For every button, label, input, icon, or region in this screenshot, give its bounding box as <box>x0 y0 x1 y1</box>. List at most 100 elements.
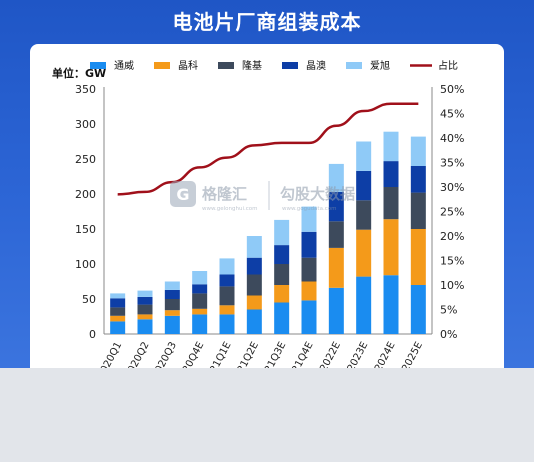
bar-segment-4 <box>274 219 290 246</box>
y-right-tick-label: 45% <box>440 108 464 121</box>
bar-segment-0 <box>110 321 126 334</box>
bar-segment-1 <box>328 247 344 288</box>
bar-segment-3 <box>164 289 180 299</box>
y-right-tick-label: 40% <box>440 132 464 145</box>
y-left-tick-label: 250 <box>75 153 96 166</box>
y-right-tick-label: 0% <box>440 328 457 341</box>
watermark-brand1: 格隆汇 <box>202 185 247 203</box>
y-right-tick-label: 35% <box>440 157 464 170</box>
bar-segment-3 <box>328 191 344 222</box>
bar-segment-2 <box>301 257 317 282</box>
bar-segment-2 <box>137 304 153 315</box>
bar-segment-1 <box>274 285 290 303</box>
bar-segment-0 <box>274 302 290 334</box>
bar-segment-2 <box>110 307 126 316</box>
bar-segment-0 <box>328 287 344 334</box>
y-left-tick-label: 200 <box>75 188 96 201</box>
bar-segment-0 <box>137 319 153 334</box>
legend-label-1: 晶科 <box>178 59 198 72</box>
bar-segment-1 <box>192 308 208 315</box>
legend-swatch-4 <box>346 62 362 69</box>
y-right-tick-label: 10% <box>440 279 464 292</box>
bar-segment-1 <box>246 295 262 310</box>
bar-segment-4 <box>219 258 235 275</box>
y-left-tick-label: 50 <box>82 293 96 306</box>
bar-segment-2 <box>246 274 262 296</box>
bar-segment-3 <box>110 298 126 308</box>
y-left-tick-label: 350 <box>75 83 96 96</box>
bar-segment-3 <box>246 257 262 275</box>
bar-segment-3 <box>192 284 208 294</box>
y-right-tick-label: 20% <box>440 230 464 243</box>
bar-segment-2 <box>219 286 235 306</box>
bar-segment-3 <box>410 166 426 193</box>
bar-segment-0 <box>383 275 399 334</box>
bar-segment-4 <box>192 271 208 285</box>
bar-segment-1 <box>356 229 372 277</box>
legend-label-3: 晶澳 <box>306 59 326 72</box>
blank-footer-area <box>0 368 534 462</box>
unit-label: 单位：GW <box>52 66 106 80</box>
bar-segment-3 <box>383 161 399 187</box>
bar-segment-2 <box>164 299 180 311</box>
bar-segment-3 <box>274 245 290 264</box>
bar-segment-0 <box>219 314 235 334</box>
bar-segment-2 <box>274 264 290 285</box>
y-right-tick-label: 25% <box>440 206 464 219</box>
y-left-tick-label: 100 <box>75 258 96 271</box>
page-title: 电池片厂商组装成本 <box>172 10 362 34</box>
bar-segment-4 <box>164 281 180 290</box>
bar-segment-0 <box>301 300 317 334</box>
legend-swatch-3 <box>282 62 298 69</box>
bar-segment-3 <box>137 296 153 305</box>
bar-segment-2 <box>192 293 208 309</box>
bar-segment-1 <box>301 281 317 301</box>
legend-swatch-2 <box>218 62 234 69</box>
bar-segment-1 <box>410 229 426 285</box>
bar-segment-2 <box>356 200 372 230</box>
y-left-tick-label: 0 <box>89 328 96 341</box>
y-right-tick-label: 15% <box>440 255 464 268</box>
bar-segment-0 <box>164 315 180 334</box>
watermark: G 格隆汇 www.gelonghui.com 勾股大数据 www.gogudata.c… <box>170 181 355 212</box>
bar-segment-0 <box>246 309 262 334</box>
legend-swatch-1 <box>154 62 170 69</box>
bar-segment-0 <box>192 314 208 334</box>
bar-segment-4 <box>246 236 262 258</box>
bar-segment-0 <box>410 285 426 334</box>
y-right-tick-label: 30% <box>440 181 464 194</box>
bar-segment-1 <box>383 219 399 276</box>
bar-segment-4 <box>410 136 426 166</box>
stacked-bar-chart: 单位：GW 通威 晶科 隆基 晶澳 爱旭 占比 0 50 100 150 200 250 300 350 0%… <box>52 59 464 384</box>
bar-segment-4 <box>383 131 399 162</box>
watermark-logo-icon <box>170 181 196 207</box>
bar-segment-1 <box>137 314 153 320</box>
bar-segment-3 <box>301 231 317 258</box>
bar-segment-4 <box>301 206 317 232</box>
legend-label-0: 通威 <box>114 59 134 72</box>
bar-segment-0 <box>356 276 372 334</box>
watermark-logo-glyph: G <box>176 185 189 204</box>
watermark-brand2: 勾股大数据 <box>280 185 355 203</box>
chart-card: 单位：GW 通威 晶科 隆基 晶澳 爱旭 占比 0 50 100 150 200 250 300 350 0%… <box>30 44 504 384</box>
watermark-brand2-url: www.gogudata.com <box>282 206 336 212</box>
y-left-tick-label: 300 <box>75 118 96 131</box>
bar-segment-3 <box>219 274 235 287</box>
bar-segment-4 <box>328 163 344 192</box>
y-right-tick-label: 5% <box>440 304 457 317</box>
bar-segment-2 <box>383 187 399 220</box>
bar-segment-3 <box>356 170 372 201</box>
legend-label-line: 占比 <box>438 59 458 72</box>
bar-segment-1 <box>219 305 235 315</box>
share-line <box>117 102 419 196</box>
bar-segment-4 <box>110 293 126 299</box>
bar-segment-2 <box>328 221 344 248</box>
legend-swatch-0 <box>90 62 106 69</box>
bar-segment-1 <box>164 310 180 316</box>
bar-segment-4 <box>137 290 153 297</box>
y-left-tick-label: 150 <box>75 223 96 236</box>
bar-segment-2 <box>410 192 426 229</box>
y-right-tick-label: 50% <box>440 83 464 96</box>
legend-label-4: 爱旭 <box>370 59 390 72</box>
watermark-brand1-url: www.gelonghui.com <box>202 206 257 212</box>
